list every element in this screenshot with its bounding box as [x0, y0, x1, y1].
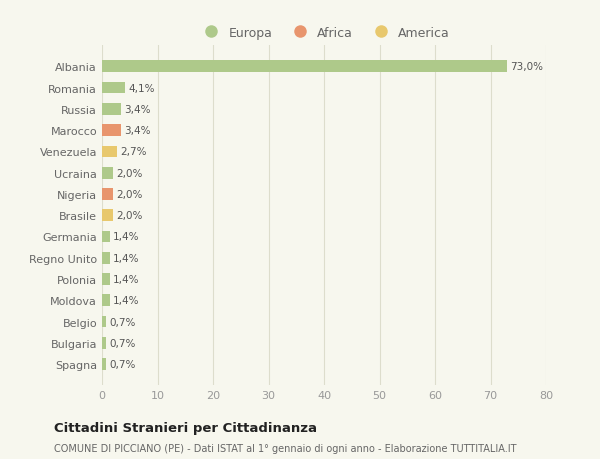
Bar — [102, 358, 106, 370]
Text: 3,4%: 3,4% — [124, 105, 151, 115]
Bar — [102, 125, 121, 137]
Bar — [102, 83, 125, 94]
Text: 0,7%: 0,7% — [109, 317, 136, 327]
Bar — [102, 210, 113, 222]
Bar — [102, 146, 117, 158]
Text: 1,4%: 1,4% — [113, 253, 140, 263]
Text: COMUNE DI PICCIANO (PE) - Dati ISTAT al 1° gennaio di ogni anno - Elaborazione T: COMUNE DI PICCIANO (PE) - Dati ISTAT al … — [54, 443, 517, 453]
Text: 1,4%: 1,4% — [113, 232, 140, 242]
Text: 3,4%: 3,4% — [124, 126, 151, 136]
Bar — [102, 62, 507, 73]
Text: 1,4%: 1,4% — [113, 274, 140, 285]
Legend: Europa, Africa, America: Europa, Africa, America — [193, 22, 455, 45]
Bar — [102, 104, 121, 116]
Bar — [102, 337, 106, 349]
Text: 2,0%: 2,0% — [116, 168, 143, 178]
Bar — [102, 189, 113, 200]
Text: Cittadini Stranieri per Cittadinanza: Cittadini Stranieri per Cittadinanza — [54, 421, 317, 434]
Bar — [102, 274, 110, 285]
Bar — [102, 231, 110, 243]
Bar — [102, 168, 113, 179]
Text: 0,7%: 0,7% — [109, 359, 136, 369]
Bar — [102, 295, 110, 307]
Text: 2,7%: 2,7% — [121, 147, 147, 157]
Text: 2,0%: 2,0% — [116, 190, 143, 200]
Text: 73,0%: 73,0% — [511, 62, 544, 72]
Text: 1,4%: 1,4% — [113, 296, 140, 306]
Text: 4,1%: 4,1% — [128, 84, 155, 93]
Text: 0,7%: 0,7% — [109, 338, 136, 348]
Bar — [102, 252, 110, 264]
Text: 2,0%: 2,0% — [116, 211, 143, 221]
Bar — [102, 316, 106, 328]
